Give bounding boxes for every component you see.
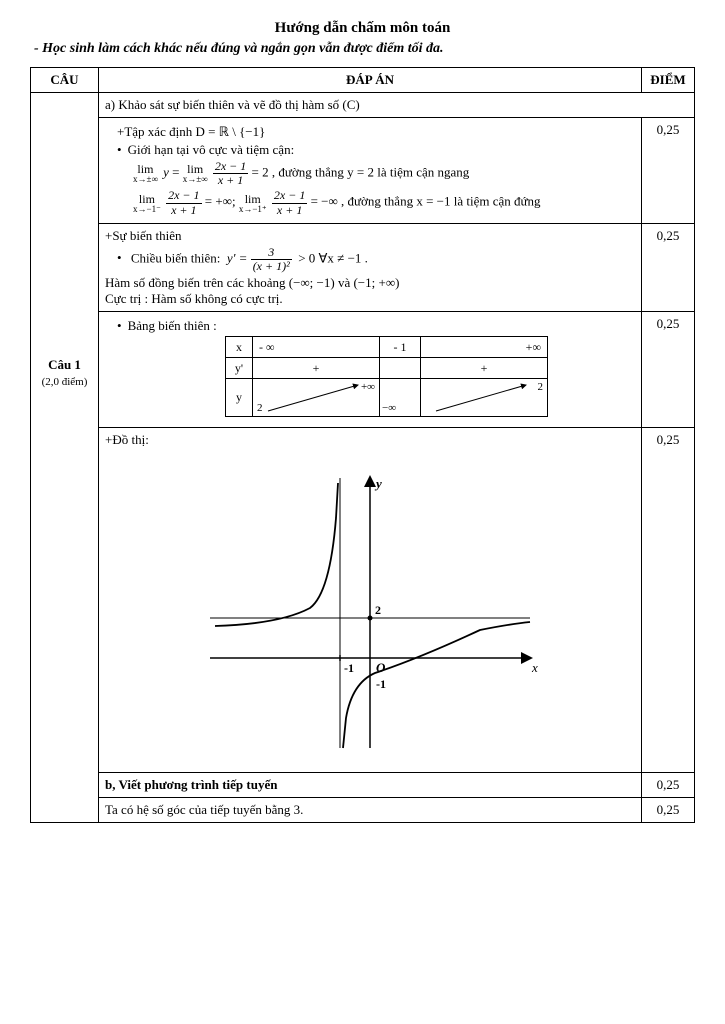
row1-lim2: limx→−1⁻ 2x − 1x + 1 = +∞; limx→−1⁺ 2x −…: [133, 189, 635, 216]
header-cau: CÂU: [31, 68, 99, 93]
row4-do: +Đồ thị:: [105, 432, 635, 448]
row3-content: Bảng biến thiên : x - ∞ - 1 +∞ y' + + y: [99, 312, 642, 428]
page-title: Hướng dẫn chấm môn toán: [30, 20, 695, 37]
svg-text:O: O: [376, 660, 386, 675]
function-graph: y x O 2 -1 -1: [190, 458, 550, 758]
row2-ham: Hàm số đồng biến trên các khoảng (−∞; −1…: [105, 275, 635, 291]
row3-diem: 0,25: [642, 312, 695, 428]
row1-tap: +Tập xác định D = ℝ \ {−1}: [117, 124, 635, 140]
row6-diem: 0,25: [642, 798, 695, 823]
variation-table: x - ∞ - 1 +∞ y' + + y +∞ 2: [225, 336, 548, 417]
svg-text:-1: -1: [376, 677, 386, 691]
row1-content: +Tập xác định D = ℝ \ {−1} Giới hạn tại …: [99, 118, 642, 224]
row2-su: +Sự biến thiên: [105, 228, 635, 244]
cau1-label: Câu 1: [48, 357, 81, 372]
svg-text:2: 2: [375, 603, 381, 617]
header-dapan: ĐÁP ÁN: [99, 68, 642, 93]
row3-bbt: Bảng biến thiên :: [117, 318, 635, 334]
row5-diem: 0,25: [642, 773, 695, 798]
row-a-head: a) Khảo sát sự biến thiên và vẽ đồ thị h…: [99, 93, 695, 118]
row2-diem: 0,25: [642, 223, 695, 311]
svg-text:-1: -1: [344, 661, 354, 675]
row4-content: +Đồ thị:: [99, 428, 642, 773]
row1-gh: Giới hạn tại vô cực và tiệm cận:: [117, 142, 635, 158]
svg-text:x: x: [531, 660, 538, 675]
answer-table: CÂU ĐÁP ÁN ĐIỂM Câu 1 (2,0 điểm) a) Khảo…: [30, 67, 695, 823]
row2-chieu-line: Chiều biến thiên: y' = 3(x + 1)² > 0 ∀x …: [117, 246, 635, 273]
cau1-sub: (2,0 điểm): [42, 376, 88, 388]
page-subtitle: - Học sinh làm cách khác nếu đúng và ngắ…: [34, 41, 695, 57]
row2-content: +Sự biến thiên Chiều biến thiên: y' = 3(…: [99, 223, 642, 311]
row1-lim1: limx→±∞ y = limx→±∞ 2x − 1x + 1 = 2 , đư…: [133, 160, 635, 187]
row6-text: Ta có hệ số góc của tiếp tuyến bằng 3.: [99, 798, 642, 823]
row1-diem: 0,25: [642, 118, 695, 224]
row5-head: b, Viết phương trình tiếp tuyến: [99, 773, 642, 798]
row4-diem: 0,25: [642, 428, 695, 773]
header-diem: ĐIỂM: [642, 68, 695, 93]
svg-text:y: y: [374, 476, 382, 491]
cau1-label-cell: Câu 1 (2,0 điểm): [31, 93, 99, 823]
row2-cuc: Cực trị : Hàm số không có cực trị.: [105, 291, 635, 307]
